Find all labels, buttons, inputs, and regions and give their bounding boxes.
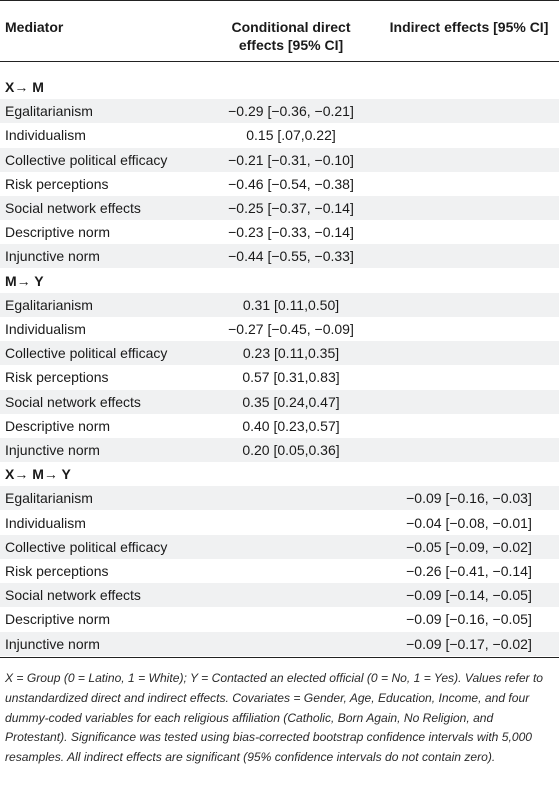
table-row: Egalitarianism −0.09 [−0.16, −0.03]	[0, 486, 559, 511]
indirect-effect-cell: −0.26 [−0.41, −0.14]	[406, 563, 532, 579]
table-row: Individualism 0.15 [.07,0.22]	[0, 123, 559, 147]
section-row: M→ Y	[0, 269, 559, 293]
row-label: Injunctive norm	[5, 248, 100, 265]
row-label: Egalitarianism	[5, 296, 93, 313]
direct-effect-cell: −0.44 [−0.55, −0.33]	[228, 248, 354, 265]
direct-effect-cell: 0.35 [0.24,0.47]	[242, 393, 340, 410]
indirect-effect-cell: −0.09 [−0.16, −0.03]	[406, 490, 532, 507]
table-row: Risk perceptions 0.57 [0.31,0.83]	[0, 365, 559, 389]
direct-effect-cell: −0.23 [−0.33, −0.14]	[228, 224, 354, 241]
table-bottom-rule	[0, 657, 559, 658]
table-row: Collective political efficacy 0.23 [0.11,…	[0, 341, 559, 366]
row-label: Risk perceptions	[5, 175, 109, 192]
section-row: X→ M→ Y	[0, 462, 559, 486]
row-label: Collective political efficacy	[5, 151, 168, 168]
table-row: Individualism −0.27 [−0.45, −0.09]	[0, 317, 559, 341]
table-row: Risk perceptions −0.46 [−0.54, −0.38]	[0, 172, 559, 196]
indirect-effect-cell: −0.09 [−0.16, −0.05]	[406, 611, 532, 628]
row-label: Individualism	[5, 127, 86, 144]
direct-effect-cell: −0.46 [−0.54, −0.38]	[228, 175, 354, 192]
table-row: Egalitarianism 0.31 [0.11,0.50]	[0, 292, 559, 317]
table-top-rule	[0, 0, 559, 1]
direct-effect-cell: 0.40 [0.23,0.57]	[242, 417, 340, 434]
header-direct-line1: Conditional direct	[231, 19, 351, 35]
row-label: Social network effects	[5, 587, 141, 604]
row-label: Egalitarianism	[5, 490, 93, 507]
table-row: Social network effects −0.25 [−0.37, −0.1…	[0, 196, 559, 220]
direct-effect-cell: 0.20 [0.05,0.36]	[242, 442, 340, 458]
indirect-effect-cell: −0.04 [−0.08, −0.01]	[406, 514, 532, 531]
direct-effect-cell: −0.27 [−0.45, −0.09]	[228, 321, 354, 337]
section-title: X→ M	[5, 79, 44, 95]
table-footnote: X = Group (0 = Latino, 1 = White); Y = C…	[5, 671, 544, 765]
table-row: Descriptive norm 0.40 [0.23,0.57]	[0, 414, 559, 438]
table-row: Collective political efficacy −0.21 [−0.3…	[0, 147, 559, 172]
row-label: Collective political efficacy	[5, 345, 168, 362]
row-label: Injunctive norm	[5, 635, 100, 652]
section-title: X→ M→ Y	[5, 466, 71, 483]
row-label: Social network effects	[5, 200, 141, 216]
table-row: Risk perceptions −0.26 [−0.41, −0.14]	[0, 559, 559, 583]
table-row: Descriptive norm −0.09 [−0.16, −0.05]	[0, 607, 559, 631]
indirect-effect-cell: −0.05 [−0.09, −0.02]	[406, 538, 532, 555]
direct-effect-cell: −0.21 [−0.31, −0.10]	[228, 151, 354, 168]
table-row: Individualism −0.04 [−0.08, −0.01]	[0, 511, 559, 535]
header-indirect: Indirect effects [95% CI]	[389, 19, 549, 35]
table-row: Injunctive norm −0.09 [−0.17, −0.02]	[0, 631, 559, 656]
table-row: Collective political efficacy −0.05 [−0.0…	[0, 534, 559, 559]
row-label: Individualism	[5, 321, 86, 337]
table-row: Injunctive norm −0.44 [−0.55, −0.33]	[0, 244, 559, 269]
section-title: M→ Y	[5, 272, 44, 289]
row-label: Individualism	[5, 514, 86, 531]
direct-effect-cell: 0.57 [0.31,0.83]	[242, 369, 340, 386]
table-row: Social network effects −0.09 [−0.14, −0.0…	[0, 583, 559, 608]
row-label: Egalitarianism	[5, 103, 93, 120]
table-row: Egalitarianism −0.29 [−0.36, −0.21]	[0, 99, 559, 124]
row-label: Injunctive norm	[5, 442, 100, 458]
row-label: Descriptive norm	[5, 611, 111, 628]
table-row: Social network effects 0.35 [0.24,0.47]	[0, 389, 559, 414]
row-label: Risk perceptions	[5, 369, 109, 386]
row-label: Risk perceptions	[5, 563, 109, 579]
table-row: Descriptive norm −0.23 [−0.33, −0.14]	[0, 220, 559, 244]
header-direct-line2: effects [95% CI]	[238, 37, 344, 53]
header-mediator: Mediator	[5, 19, 64, 35]
direct-effect-cell: 0.31 [0.11,0.50]	[242, 296, 340, 313]
row-label: Descriptive norm	[5, 417, 111, 434]
row-label: Descriptive norm	[5, 224, 111, 241]
direct-effect-cell: 0.15 [.07,0.22]	[246, 127, 336, 144]
table-row: Injunctive norm 0.20 [0.05,0.36]	[0, 438, 559, 462]
section-row: X→ M	[0, 75, 559, 99]
header-bottom-rule	[0, 61, 559, 62]
direct-effect-cell: 0.23 [0.11,0.35]	[242, 345, 340, 362]
indirect-effect-cell: −0.09 [−0.14, −0.05]	[406, 587, 532, 604]
row-label: Collective political efficacy	[5, 538, 168, 555]
indirect-effect-cell: −0.09 [−0.17, −0.02]	[406, 635, 532, 652]
row-label: Social network effects	[5, 393, 141, 410]
direct-effect-cell: −0.25 [−0.37, −0.14]	[228, 200, 354, 216]
direct-effect-cell: −0.29 [−0.36, −0.21]	[228, 103, 354, 120]
